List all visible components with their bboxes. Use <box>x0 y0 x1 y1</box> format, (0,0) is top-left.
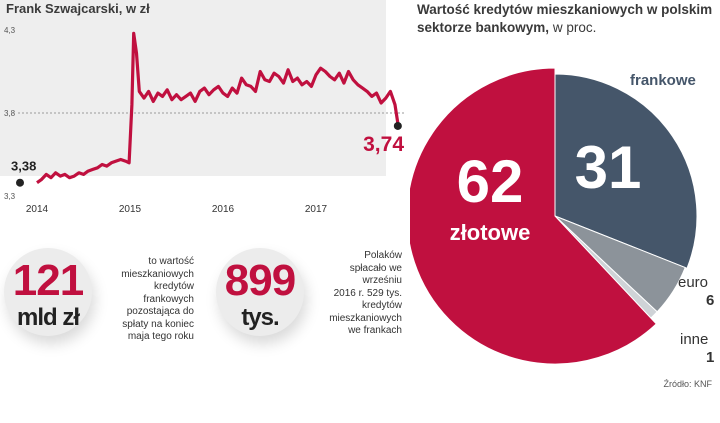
stat-desc-2-line: kredytów <box>361 300 402 311</box>
slice-value-frankowe: 31 <box>575 134 642 201</box>
pie-slice-0 <box>410 67 658 365</box>
pie-title-main: Wartość kredytów mieszkaniowych w polski… <box>417 2 713 35</box>
slice-label-zlotowe: złotowe <box>450 220 531 245</box>
stat-desc-1-line: kredytów <box>153 281 194 292</box>
series-line <box>36 31 400 185</box>
stat-desc-2-line: 2016 r. 529 tys. <box>333 287 402 299</box>
stat-desc-2-line: mieszkaniowych <box>329 312 402 324</box>
line-chart-title: Frank Szwajcarski, w zł <box>6 1 150 16</box>
stat-number-1: 121 <box>12 256 84 305</box>
stat-desc-1-line: frankowych <box>143 293 194 305</box>
pie-chart: 62 złotowe 31 <box>410 67 698 365</box>
legend-label-frankowe: frankowe <box>630 72 696 89</box>
stat-unit-2: tys. <box>241 304 279 331</box>
stat-desc-2-line: Polaków <box>364 250 402 261</box>
x-tick-label: 2014 <box>26 204 49 215</box>
stat-desc-1-line: maja tego roku <box>127 331 194 342</box>
start-point <box>16 178 24 187</box>
legend-label-inne: inne <box>680 331 709 348</box>
stat-desc-1-line: spłaty na koniec <box>122 318 194 330</box>
pie-chart-title: Wartość kredytów mieszkaniowych w polski… <box>417 1 717 37</box>
y-tick-label: 3,8 <box>4 109 16 118</box>
source-note: Źródło: KNF <box>663 379 712 389</box>
slice-value-zlotowe: 62 <box>457 148 524 215</box>
pie-title-unit: w proc. <box>552 20 597 35</box>
legend-value-inne: 1 <box>706 349 715 366</box>
pie-slice-1 <box>554 73 698 269</box>
stat-desc-1-line: pozostająca do <box>126 306 194 317</box>
y-tick-label: 3,3 <box>4 192 16 201</box>
line-chart: 4,3 3,8 3,3 2014 2015 2016 2017 3,38 3,74 <box>4 26 404 215</box>
end-value-label: 3,74 <box>363 133 404 156</box>
start-value-label: 3,38 <box>11 159 36 174</box>
end-point <box>393 121 402 130</box>
stat-desc-2-line: we frankach <box>348 325 402 336</box>
y-tick-label: 4,3 <box>4 26 16 35</box>
legend-label-euro: euro <box>678 274 709 291</box>
legend-value-euro: 6 <box>706 292 715 309</box>
stat-number-2: 899 <box>224 256 296 305</box>
stat-desc-2: Polaków spłacało we wrześniu 2016 r. 529… <box>302 250 402 338</box>
line-chart-panel <box>0 0 386 176</box>
x-tick-label: 2016 <box>212 204 235 215</box>
stat-circle-1 <box>4 248 92 336</box>
stat-desc-1: to wartość mieszkaniowych kredytów frank… <box>94 256 194 344</box>
stat-desc-1-line: to wartość <box>148 256 194 267</box>
x-tick-label: 2015 <box>119 204 142 215</box>
stat-desc-2-line: wrześniu <box>362 275 402 286</box>
stat-desc-1-line: mieszkaniowych <box>121 268 194 280</box>
stat-desc-2-line: spłacało we <box>349 262 402 274</box>
stat-unit-1: mld zł <box>16 304 80 331</box>
x-tick-label: 2017 <box>305 204 328 215</box>
stat-circle-2 <box>216 248 304 336</box>
